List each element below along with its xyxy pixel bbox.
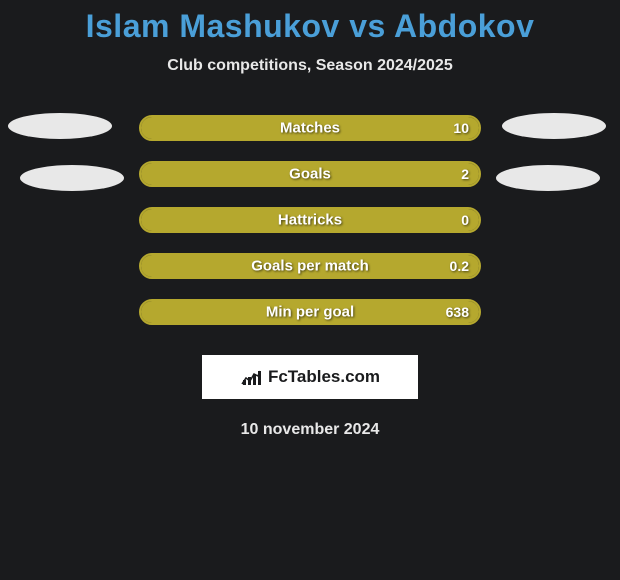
stat-rows: Matches 10 Goals 2 Hattricks 0 Goals per… bbox=[0, 113, 620, 325]
player1-avatar-shadow-2 bbox=[20, 165, 124, 191]
date-text: 10 november 2024 bbox=[0, 421, 620, 439]
stat-label: Goals per match bbox=[251, 258, 369, 275]
stat-value: 10 bbox=[453, 120, 469, 136]
stat-bar-goals-per-match: Goals per match 0.2 bbox=[139, 253, 481, 279]
comparison-title: Islam Mashukov vs Abdokov bbox=[0, 8, 620, 45]
stat-label: Min per goal bbox=[266, 304, 354, 321]
stat-bar-matches: Matches 10 bbox=[139, 115, 481, 141]
stat-label: Goals bbox=[289, 166, 331, 183]
stat-label: Hattricks bbox=[278, 212, 342, 229]
stat-bar-min-per-goal: Min per goal 638 bbox=[139, 299, 481, 325]
stat-value: 638 bbox=[446, 304, 469, 320]
stat-bar-goals: Goals 2 bbox=[139, 161, 481, 187]
stat-value: 2 bbox=[461, 166, 469, 182]
stat-bar-hattricks: Hattricks 0 bbox=[139, 207, 481, 233]
stats-area: Matches 10 Goals 2 Hattricks 0 Goals per… bbox=[0, 113, 620, 325]
fctables-logo[interactable]: FcTables.com bbox=[202, 355, 418, 399]
logo-text: FcTables.com bbox=[268, 367, 380, 387]
player2-avatar-shadow-1 bbox=[502, 113, 606, 139]
chart-icon bbox=[240, 368, 262, 386]
season-subtitle: Club competitions, Season 2024/2025 bbox=[0, 57, 620, 75]
player2-avatar-shadow-2 bbox=[496, 165, 600, 191]
stat-label: Matches bbox=[280, 120, 340, 137]
stat-value: 0 bbox=[461, 212, 469, 228]
player1-avatar-shadow-1 bbox=[8, 113, 112, 139]
stat-value: 0.2 bbox=[450, 258, 469, 274]
